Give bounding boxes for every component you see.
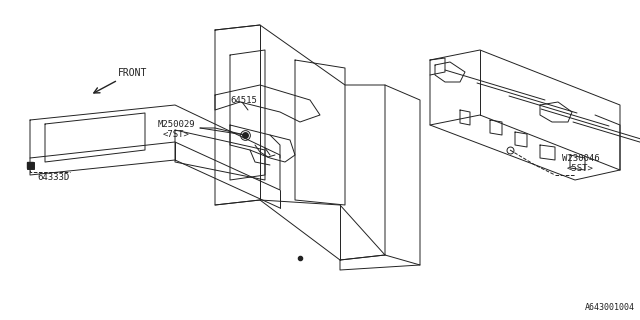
Text: FRONT: FRONT bbox=[118, 68, 147, 78]
Text: 64515: 64515 bbox=[230, 95, 257, 105]
Text: A643001004: A643001004 bbox=[585, 303, 635, 312]
Text: W230046: W230046 bbox=[562, 154, 600, 163]
Text: 64333D: 64333D bbox=[37, 172, 69, 181]
Text: <7ST>: <7ST> bbox=[163, 130, 190, 139]
Bar bbox=[27, 162, 34, 169]
Text: M250029: M250029 bbox=[158, 119, 196, 129]
Text: <5ST>: <5ST> bbox=[567, 164, 594, 172]
